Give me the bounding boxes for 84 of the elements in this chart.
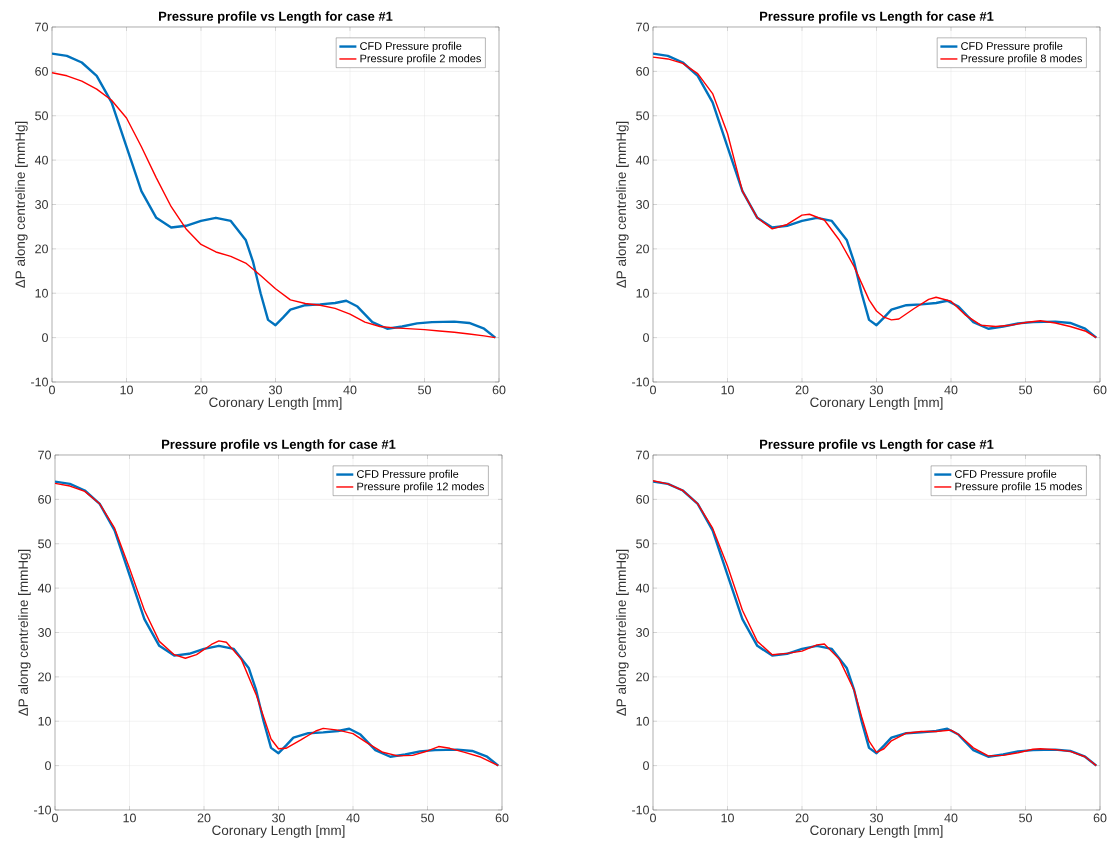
x-tick-label: 60 bbox=[495, 813, 509, 823]
x-axis-title: Coronary Length [mm] bbox=[209, 397, 342, 410]
y-tick-label: 10 bbox=[636, 716, 649, 726]
x-tick-label: 20 bbox=[795, 813, 809, 823]
y-tick-label: 40 bbox=[37, 583, 51, 593]
x-tick-label: 40 bbox=[343, 385, 357, 395]
y-tick-label: 40 bbox=[34, 155, 48, 165]
y-tick-label: -10 bbox=[31, 377, 48, 387]
x-tick-label: 10 bbox=[721, 813, 734, 823]
y-tick-label: 60 bbox=[636, 494, 649, 504]
y-tick-label: 0 bbox=[643, 761, 649, 771]
chart-title: Pressure profile vs Length for case #1 bbox=[760, 11, 994, 24]
y-tick-label: -10 bbox=[632, 377, 649, 387]
y-tick-label: 60 bbox=[35, 66, 48, 76]
y-tick-label: 70 bbox=[35, 22, 48, 32]
y-tick-label: 10 bbox=[636, 288, 649, 298]
legend-label: CFD Pressure profile bbox=[357, 469, 459, 481]
x-tick-label: 0 bbox=[52, 813, 58, 823]
y-tick-label: -10 bbox=[632, 805, 649, 815]
x-tick-label: 40 bbox=[346, 813, 360, 823]
y-tick-label: 30 bbox=[636, 628, 649, 637]
y-tick-label: 30 bbox=[636, 200, 649, 209]
y-tick-label: 20 bbox=[38, 672, 51, 682]
y-tick-label: 60 bbox=[38, 494, 51, 504]
x-tick-label: 50 bbox=[1019, 385, 1032, 395]
y-tick-label: 20 bbox=[636, 672, 649, 682]
x-tick-label: 60 bbox=[1093, 385, 1107, 395]
x-tick-label: 40 bbox=[944, 385, 958, 395]
x-tick-label: 30 bbox=[272, 813, 285, 823]
y-tick-label: 0 bbox=[42, 333, 48, 343]
y-tick-label: 70 bbox=[38, 450, 51, 460]
legend-label: CFD Pressure profile bbox=[961, 41, 1063, 53]
x-tick-label: 60 bbox=[492, 385, 506, 395]
x-tick-label: 10 bbox=[120, 385, 133, 395]
y-tick-label: 70 bbox=[636, 22, 649, 32]
x-tick-label: 20 bbox=[795, 385, 809, 395]
y-axis-title: ΔP along centreline [mmHg] bbox=[616, 549, 629, 716]
y-tick-label: 20 bbox=[35, 244, 48, 254]
x-axis-title: Coronary Length [mm] bbox=[810, 825, 943, 838]
y-tick-label: 0 bbox=[643, 333, 649, 343]
legend-label: CFD Pressure profile bbox=[360, 41, 462, 53]
x-tick-label: 50 bbox=[1019, 813, 1032, 823]
legend-label: Pressure profile 2 modes bbox=[360, 54, 481, 65]
line-series bbox=[653, 480, 1098, 767]
x-tick-label: 50 bbox=[418, 385, 431, 395]
chart-title: Pressure profile vs Length for case #1 bbox=[162, 439, 396, 452]
y-tick-label: 50 bbox=[35, 111, 48, 121]
x-tick-label: 20 bbox=[194, 385, 208, 395]
x-tick-label: 50 bbox=[421, 813, 434, 823]
y-tick-label: 40 bbox=[635, 155, 649, 165]
y-tick-label: 60 bbox=[636, 66, 649, 76]
y-axis-title: ΔP along centreline [mmHg] bbox=[15, 121, 28, 288]
x-tick-label: 30 bbox=[870, 813, 883, 823]
y-tick-label: 50 bbox=[38, 539, 51, 549]
legend-label: Pressure profile 15 modes bbox=[955, 482, 1082, 493]
y-tick-label: 40 bbox=[635, 583, 649, 593]
y-tick-label: 70 bbox=[636, 450, 649, 460]
y-tick-label: 10 bbox=[38, 716, 51, 726]
x-tick-label: 0 bbox=[650, 813, 656, 823]
y-axis-title: ΔP along centreline [mmHg] bbox=[616, 121, 629, 288]
x-tick-label: 30 bbox=[870, 385, 883, 395]
y-tick-label: -10 bbox=[34, 805, 51, 815]
legend-label: CFD Pressure profile bbox=[955, 469, 1057, 481]
y-tick-label: 0 bbox=[45, 761, 51, 771]
y-tick-label: 50 bbox=[636, 539, 649, 549]
y-axis-title: ΔP along centreline [mmHg] bbox=[18, 549, 31, 716]
x-tick-label: 0 bbox=[650, 385, 656, 395]
x-tick-label: 60 bbox=[1093, 813, 1107, 823]
x-tick-label: 40 bbox=[944, 813, 958, 823]
y-tick-label: 30 bbox=[35, 200, 48, 209]
y-tick-label: 20 bbox=[636, 244, 649, 254]
y-tick-label: 50 bbox=[636, 111, 649, 121]
x-tick-label: 10 bbox=[721, 385, 734, 395]
x-tick-label: 10 bbox=[123, 813, 136, 823]
chart-title: Pressure profile vs Length for case #1 bbox=[760, 439, 994, 452]
x-tick-label: 20 bbox=[197, 813, 211, 823]
y-tick-label: 10 bbox=[35, 288, 48, 298]
x-tick-label: 30 bbox=[269, 385, 282, 395]
chart-title: Pressure profile vs Length for case #1 bbox=[159, 11, 393, 24]
legend-label: Pressure profile 8 modes bbox=[961, 54, 1082, 65]
legend-label: Pressure profile 12 modes bbox=[357, 482, 484, 493]
x-axis-title: Coronary Length [mm] bbox=[810, 397, 943, 410]
y-tick-label: 30 bbox=[38, 628, 51, 637]
x-axis-title: Coronary Length [mm] bbox=[212, 825, 345, 838]
